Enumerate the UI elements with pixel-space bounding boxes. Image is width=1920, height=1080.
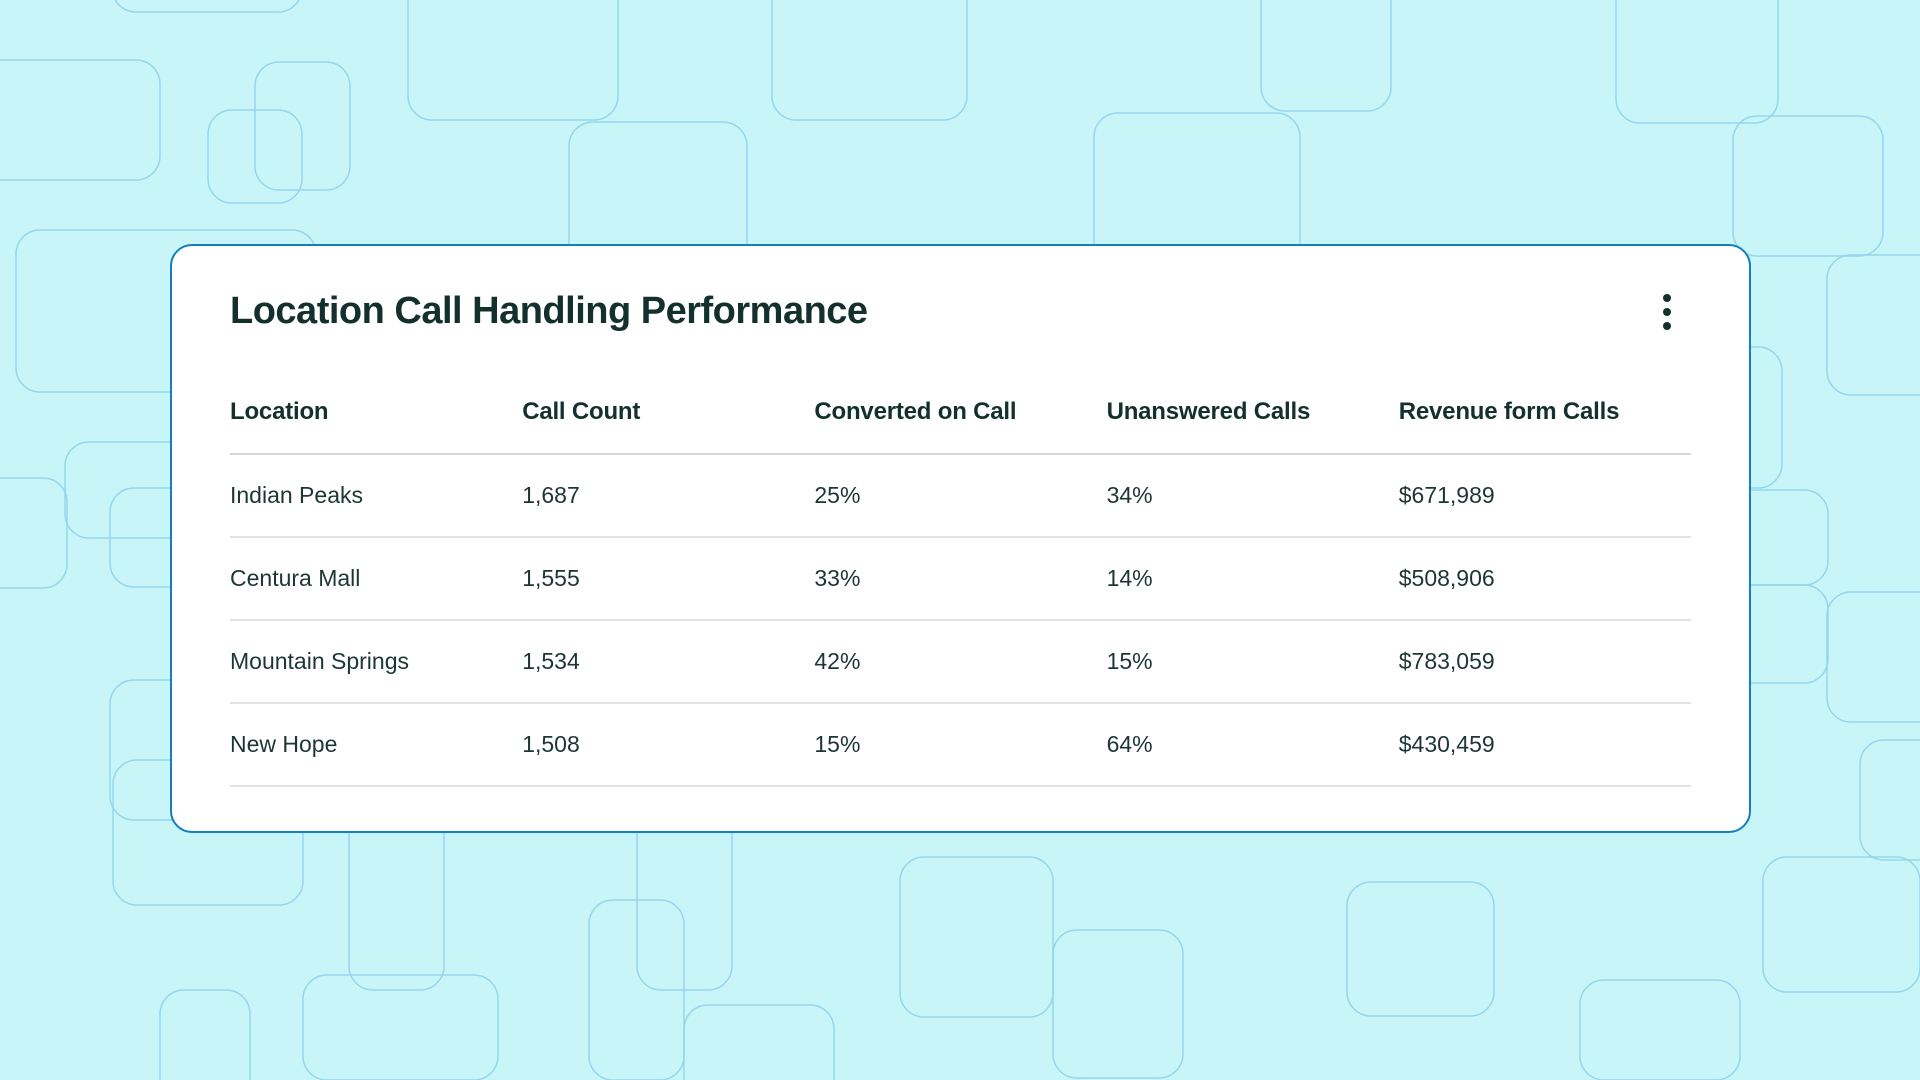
value-cell: $508,906 — [1398, 537, 1691, 621]
call-performance-table: Location Call Count Converted on Call Unans… — [230, 371, 1691, 787]
location-cell: Indian Peaks — [230, 454, 523, 538]
kebab-dot — [1663, 308, 1671, 316]
location-cell: Centura Mall — [230, 537, 523, 621]
table-row: Indian Peaks 1,687 25% 34% $671,989 — [230, 454, 1691, 538]
value-cell: 1,687 — [522, 454, 815, 538]
kebab-dot — [1663, 322, 1671, 330]
table-head: Location Call Count Converted on Call Unans… — [230, 371, 1691, 455]
table-row: Centura Mall 1,555 33% 14% $508,906 — [230, 537, 1691, 621]
column-header: Unanswered Calls — [1106, 371, 1399, 455]
value-cell: 15% — [1106, 620, 1399, 704]
kebab-menu-icon[interactable] — [1657, 290, 1677, 334]
location-cell: New Hope — [230, 703, 523, 787]
column-header: Location — [230, 371, 523, 455]
value-cell: 1,508 — [522, 703, 815, 787]
location-cell: Mountain Springs — [230, 620, 523, 704]
value-cell: $430,459 — [1398, 703, 1691, 787]
table-header-row: Location Call Count Converted on Call Unans… — [230, 371, 1691, 455]
value-cell: 33% — [814, 537, 1107, 621]
table-row: Mountain Springs 1,534 42% 15% $783,059 — [230, 620, 1691, 704]
table-body: Indian Peaks 1,687 25% 34% $671,989 Centura M… — [230, 454, 1691, 787]
column-header: Call Count — [522, 371, 815, 455]
performance-card: Location Call Handling Performance Locat… — [170, 244, 1751, 833]
table-row: New Hope 1,508 15% 64% $430,459 — [230, 703, 1691, 787]
value-cell: 42% — [814, 620, 1107, 704]
column-header: Revenue form Calls — [1398, 371, 1691, 455]
value-cell: 64% — [1106, 703, 1399, 787]
page-title: Location Call Handling Performance — [230, 290, 868, 332]
value-cell: $783,059 — [1398, 620, 1691, 704]
card-header: Location Call Handling Performance — [230, 246, 1691, 334]
column-header: Converted on Call — [814, 371, 1107, 455]
value-cell: 25% — [814, 454, 1107, 538]
value-cell: 14% — [1106, 537, 1399, 621]
value-cell: 34% — [1106, 454, 1399, 538]
value-cell: 1,534 — [522, 620, 815, 704]
value-cell: 15% — [814, 703, 1107, 787]
value-cell: 1,555 — [522, 537, 815, 621]
kebab-dot — [1663, 294, 1671, 302]
value-cell: $671,989 — [1398, 454, 1691, 538]
